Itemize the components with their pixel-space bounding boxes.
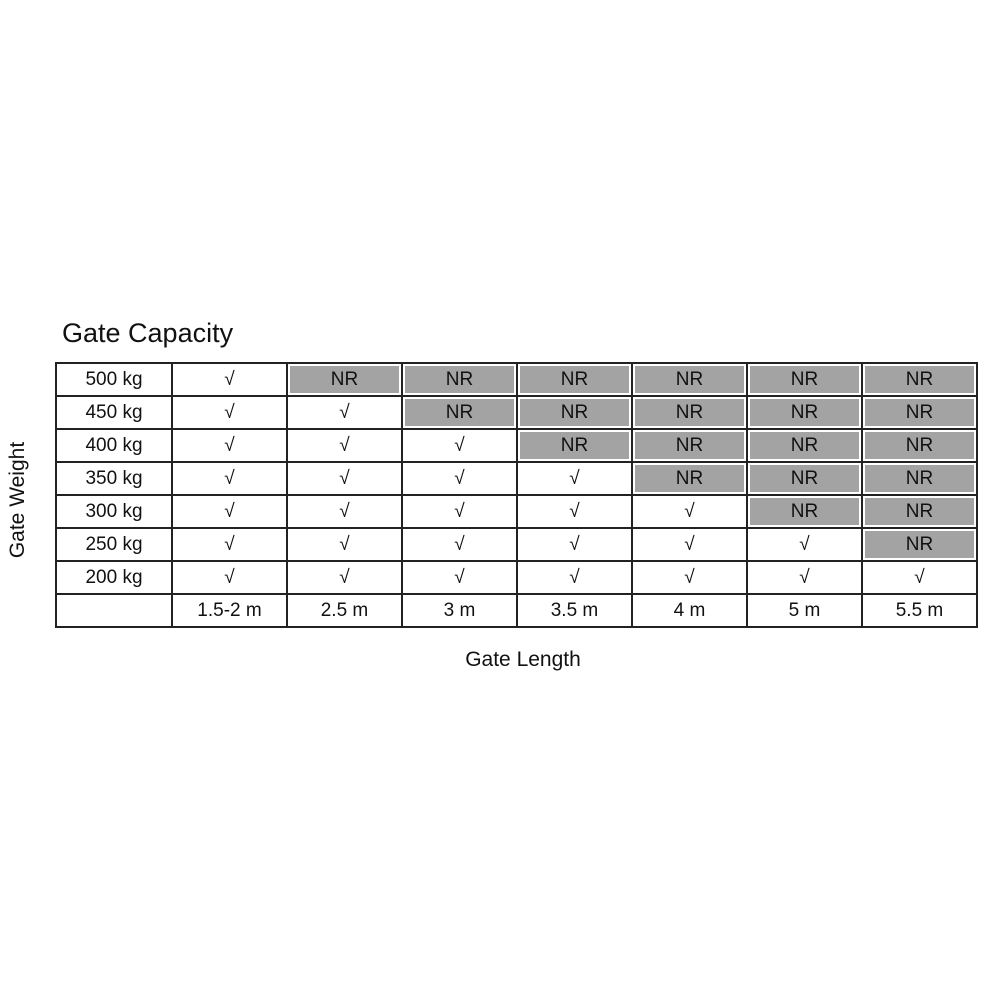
cell-not-recommended: NR <box>746 362 863 397</box>
row-label: 250 kg <box>55 527 173 562</box>
cell-check: √ <box>171 395 288 430</box>
cell-check: √ <box>746 527 863 562</box>
column-label: 4 m <box>631 593 748 628</box>
table-row: 200 kg √ √ √ √ √ √ √ <box>55 560 978 595</box>
table-row: 450 kg √ √ NR NR NR NR NR <box>55 395 978 430</box>
cell-not-recommended: NR <box>746 461 863 496</box>
column-label: 3.5 m <box>516 593 633 628</box>
cell-not-recommended: NR <box>746 428 863 463</box>
cell-check: √ <box>171 461 288 496</box>
row-label: 300 kg <box>55 494 173 529</box>
cell-check: √ <box>171 494 288 529</box>
cell-check: √ <box>401 461 518 496</box>
cell-not-recommended: NR <box>516 395 633 430</box>
cell-not-recommended: NR <box>861 461 978 496</box>
column-label: 3 m <box>401 593 518 628</box>
cell-not-recommended: NR <box>861 362 978 397</box>
cell-not-recommended: NR <box>631 362 748 397</box>
cell-check: √ <box>631 527 748 562</box>
cell-not-recommended: NR <box>401 362 518 397</box>
cell-check: √ <box>401 428 518 463</box>
cell-not-recommended: NR <box>746 395 863 430</box>
column-label: 2.5 m <box>286 593 403 628</box>
cell-check: √ <box>286 527 403 562</box>
cell-check: √ <box>286 494 403 529</box>
cell-not-recommended: NR <box>401 395 518 430</box>
cell-check: √ <box>516 494 633 529</box>
cell-not-recommended: NR <box>861 494 978 529</box>
cell-check: √ <box>401 494 518 529</box>
cell-check: √ <box>286 395 403 430</box>
cell-check: √ <box>286 560 403 595</box>
cell-not-recommended: NR <box>631 395 748 430</box>
cell-check: √ <box>401 560 518 595</box>
cell-check: √ <box>401 527 518 562</box>
cell-check: √ <box>516 527 633 562</box>
cell-check: √ <box>516 560 633 595</box>
table-row: 250 kg √ √ √ √ √ √ NR <box>55 527 978 562</box>
cell-check: √ <box>171 560 288 595</box>
cell-not-recommended: NR <box>631 428 748 463</box>
cell-not-recommended: NR <box>861 428 978 463</box>
x-axis-label: Gate Length <box>465 648 581 671</box>
capacity-table: 500 kg √ NR NR NR NR NR NR 450 kg √ √ NR NR NR NR NR 400… <box>55 362 978 628</box>
cell-check: √ <box>286 461 403 496</box>
empty-corner-cell <box>55 593 173 628</box>
row-label: 450 kg <box>55 395 173 430</box>
cell-check: √ <box>286 428 403 463</box>
cell-check: √ <box>861 560 978 595</box>
row-label: 500 kg <box>55 362 173 397</box>
row-label: 200 kg <box>55 560 173 595</box>
cell-not-recommended: NR <box>631 461 748 496</box>
table-row: 350 kg √ √ √ √ NR NR NR <box>55 461 978 496</box>
table-row: 300 kg √ √ √ √ √ NR NR <box>55 494 978 529</box>
table-row: 400 kg √ √ √ NR NR NR NR <box>55 428 978 463</box>
column-label: 1.5-2 m <box>171 593 288 628</box>
y-axis-label: Gate Weight <box>6 441 29 559</box>
cell-check: √ <box>171 362 288 397</box>
cell-not-recommended: NR <box>516 428 633 463</box>
cell-check: √ <box>631 494 748 529</box>
cell-not-recommended: NR <box>746 494 863 529</box>
cell-check: √ <box>631 560 748 595</box>
cell-not-recommended: NR <box>516 362 633 397</box>
cell-check: √ <box>171 527 288 562</box>
chart-title: Gate Capacity <box>62 318 234 348</box>
cell-not-recommended: NR <box>286 362 403 397</box>
column-label: 5 m <box>746 593 863 628</box>
column-label: 5.5 m <box>861 593 978 628</box>
cell-not-recommended: NR <box>861 527 978 562</box>
cell-not-recommended: NR <box>861 395 978 430</box>
row-label: 350 kg <box>55 461 173 496</box>
cell-check: √ <box>746 560 863 595</box>
cell-check: √ <box>516 461 633 496</box>
row-label: 400 kg <box>55 428 173 463</box>
cell-check: √ <box>171 428 288 463</box>
table-row: 500 kg √ NR NR NR NR NR NR <box>55 362 978 397</box>
